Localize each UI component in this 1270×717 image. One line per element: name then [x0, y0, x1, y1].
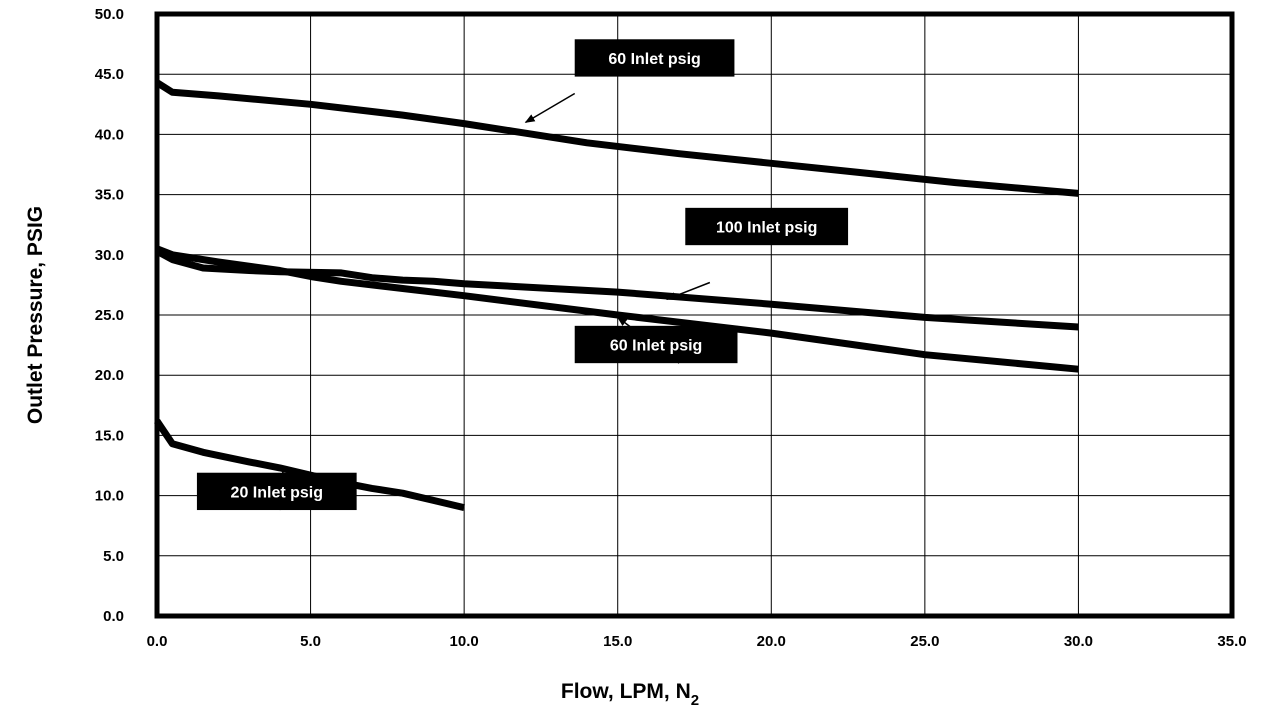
annotation-layer: 60 Inlet psig 100 Inlet psig 60 Inlet psig…	[196, 39, 849, 511]
y-tick-label: 10.0	[95, 488, 124, 505]
y-tick-label: 5.0	[103, 548, 124, 565]
y-axis-title: Outlet Pressure, PSIG	[24, 206, 47, 424]
y-tick-label: 30.0	[95, 247, 124, 264]
callout-box	[196, 472, 357, 511]
x-axis-title: Flow, LPM, N2	[561, 680, 699, 709]
y-tick-label: 25.0	[95, 307, 124, 324]
callout-box	[574, 39, 735, 77]
x-tick-label: 30.0	[1064, 633, 1093, 650]
series-label: 60 Inlet psig	[610, 337, 702, 354]
y-tick-label: 50.0	[95, 6, 124, 23]
x-axis-ticks: 0.0 5.0 10.0 15.0 20.0 25.0 30.0 35.0	[147, 633, 1247, 650]
y-tick-label: 0.0	[103, 608, 124, 625]
x-tick-label: 5.0	[300, 633, 321, 650]
series-line	[155, 245, 1079, 373]
series-line	[155, 79, 1079, 197]
series-label: 20 Inlet psig	[231, 484, 323, 501]
series-layer	[154, 79, 1079, 512]
series-label: 60 Inlet psig	[608, 51, 700, 68]
x-tick-label: 20.0	[757, 633, 786, 650]
x-tick-label: 10.0	[450, 633, 479, 650]
y-tick-label: 15.0	[95, 427, 124, 444]
x-tick-label: 15.0	[603, 633, 632, 650]
y-tick-label: 20.0	[95, 367, 124, 384]
x-tick-label: 0.0	[147, 633, 168, 650]
y-tick-label: 45.0	[95, 66, 124, 83]
callout-arrow	[665, 281, 711, 301]
y-tick-label: 35.0	[95, 187, 124, 204]
series-label: 100 Inlet psig	[716, 220, 817, 237]
callout-arrow	[524, 92, 576, 124]
x-tick-label: 25.0	[910, 633, 939, 650]
plot-frame	[154, 11, 1235, 619]
series-line	[155, 248, 1079, 331]
callout-box	[574, 325, 738, 364]
y-tick-label: 40.0	[95, 126, 124, 143]
x-tick-label: 35.0	[1217, 633, 1246, 650]
y-axis-ticks: 0.0 5.0 10.0 15.0 20.0 25.0 30.0 35.0 40.0 45.0 50…	[95, 6, 124, 625]
callout-box	[685, 207, 849, 246]
